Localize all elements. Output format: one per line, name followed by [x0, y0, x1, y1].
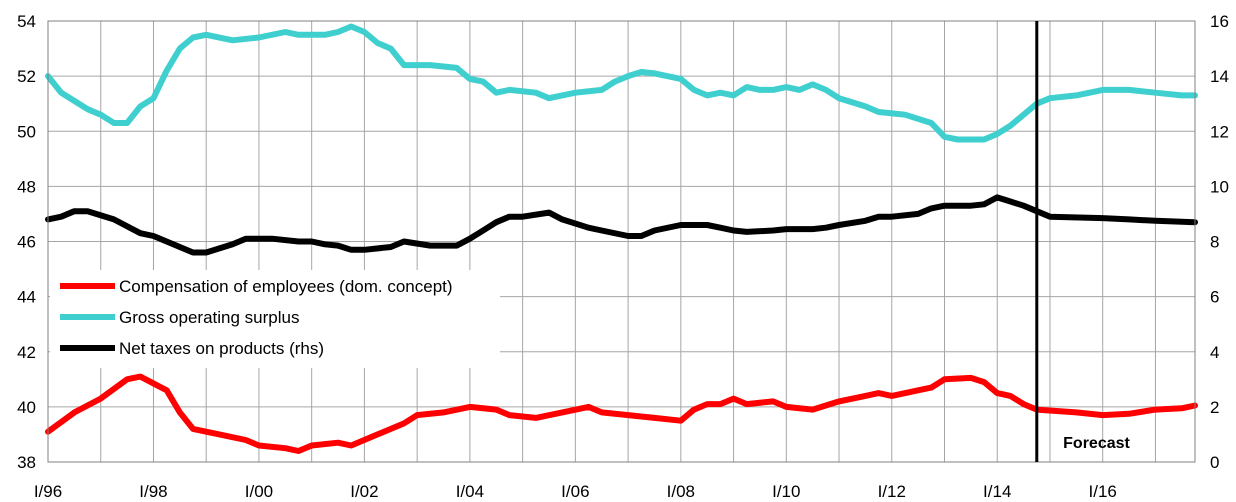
x-tick-label: I/06 — [561, 482, 589, 501]
x-axis-ticks: I/96 I/98 I/00 I/02 I/04 I/06 I/08 I/10 I/12 I/14… — [34, 482, 1117, 501]
x-tick-label: I/98 — [139, 482, 167, 501]
x-tick-label: I/00 — [245, 482, 273, 501]
right-axis-ticks: 0 2 4 6 8 10 12 14 16 — [1210, 12, 1229, 472]
x-tick-label: I/04 — [456, 482, 484, 501]
series-lines — [45, 23, 1198, 454]
legend-label: Gross operating surplus — [119, 308, 299, 327]
x-tick-label: I/02 — [350, 482, 378, 501]
left-tick-label: 44 — [17, 288, 36, 307]
legend: Compensation of employees (dom. concept)… — [50, 270, 500, 368]
right-tick-label: 0 — [1210, 453, 1219, 472]
series-line — [45, 373, 1198, 454]
left-tick-label: 46 — [17, 233, 36, 252]
forecast-label: Forecast — [1063, 435, 1130, 452]
x-tick-label: I/96 — [34, 482, 62, 501]
right-tick-label: 12 — [1210, 122, 1229, 141]
left-tick-label: 38 — [17, 453, 36, 472]
right-tick-label: 10 — [1210, 177, 1229, 196]
series-line — [45, 23, 1198, 143]
left-tick-label: 42 — [17, 343, 36, 362]
legend-label: Net taxes on products (rhs) — [119, 339, 324, 358]
right-tick-label: 8 — [1210, 233, 1219, 252]
left-tick-label: 54 — [17, 12, 36, 31]
right-tick-label: 16 — [1210, 12, 1229, 31]
x-tick-label: I/16 — [1089, 482, 1117, 501]
legend-label: Compensation of employees (dom. concept) — [119, 277, 453, 296]
series-line — [45, 194, 1198, 256]
left-tick-label: 52 — [17, 67, 36, 86]
x-tick-label: I/10 — [772, 482, 800, 501]
x-tick-label: I/12 — [878, 482, 906, 501]
left-tick-label: 48 — [17, 177, 36, 196]
left-axis-ticks: 38 40 42 44 46 48 50 52 54 — [17, 12, 36, 472]
legend-box — [50, 270, 500, 368]
right-tick-label: 6 — [1210, 288, 1219, 307]
x-tick-label: I/08 — [667, 482, 695, 501]
plot-border — [47, 20, 1196, 463]
right-tick-label: 14 — [1210, 67, 1229, 86]
x-tick-label: I/14 — [983, 482, 1011, 501]
right-tick-label: 2 — [1210, 398, 1219, 417]
right-tick-label: 4 — [1210, 343, 1219, 362]
left-tick-label: 40 — [17, 398, 36, 417]
left-tick-label: 50 — [17, 122, 36, 141]
